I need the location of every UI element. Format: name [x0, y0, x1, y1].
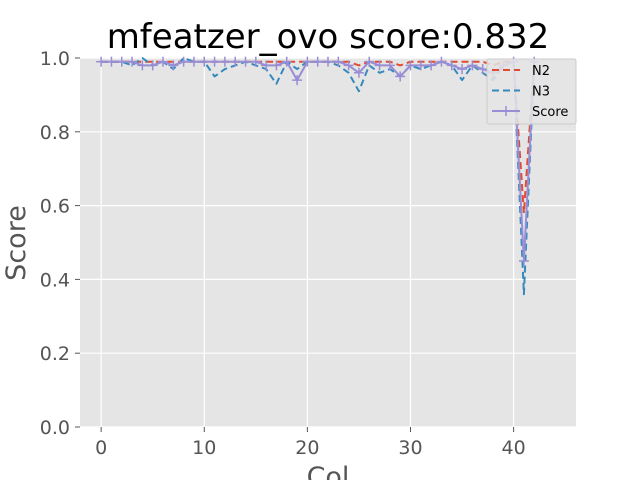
- data-point-score: [209, 56, 220, 67]
- data-point-score: [467, 60, 478, 71]
- data-point-score: [106, 56, 117, 67]
- data-point-score: [219, 56, 230, 67]
- x-tick-label: 10: [192, 437, 216, 459]
- data-point-score: [240, 56, 251, 67]
- data-point-score: [333, 56, 344, 67]
- legend-box: [486, 58, 577, 125]
- data-point-score: [395, 71, 406, 82]
- data-point-score: [281, 56, 292, 67]
- y-tick-label: 0.0: [40, 417, 70, 439]
- legend-label-n3: N3: [532, 85, 550, 100]
- legend-label-score: Score: [532, 105, 568, 120]
- x-tick-label: 20: [295, 437, 319, 459]
- x-tick-label: 40: [502, 437, 526, 459]
- data-point-score: [230, 56, 241, 67]
- data-point-score: [436, 56, 447, 67]
- y-tick-label: 0.8: [40, 122, 70, 144]
- data-point-score: [96, 56, 107, 67]
- data-point-score: [261, 60, 272, 71]
- data-point-score: [199, 56, 210, 67]
- data-point-score: [426, 60, 437, 71]
- x-tick-label: 30: [398, 437, 422, 459]
- data-point-score: [147, 60, 158, 71]
- data-point-score: [188, 56, 199, 67]
- y-tick-label: 0.2: [40, 343, 70, 365]
- data-point-score: [477, 64, 488, 75]
- data-point-score: [384, 60, 395, 71]
- y-ticks: 0.0 0.2 0.4 0.6 0.8 1.0: [40, 48, 80, 439]
- data-point-score: [343, 60, 354, 71]
- data-point-score: [302, 56, 313, 67]
- legend: N2 N3 Score: [486, 58, 577, 125]
- y-axis-label: Score: [1, 205, 32, 281]
- data-point-score: [168, 60, 179, 71]
- data-point-score: [271, 60, 282, 71]
- data-point-score: [364, 56, 375, 67]
- x-ticks: 0 10 20 30 40: [95, 427, 526, 459]
- data-point-score: [405, 60, 416, 71]
- data-point-score: [457, 64, 468, 75]
- data-point-score: [116, 56, 127, 67]
- legend-label-n2: N2: [532, 64, 550, 79]
- data-point-score: [137, 60, 148, 71]
- data-point-score: [158, 56, 169, 67]
- x-axis-label: Col: [307, 462, 350, 480]
- y-tick-label: 1.0: [40, 48, 70, 70]
- series-lines: [96, 56, 540, 296]
- data-point-score: [446, 60, 457, 71]
- data-point-score: [518, 255, 529, 266]
- data-point-score: [374, 60, 385, 71]
- chart-title: mfeatzer_ovo score:0.832: [107, 17, 550, 57]
- data-point-score: [178, 56, 189, 67]
- data-point-score: [312, 56, 323, 67]
- data-point-score: [353, 67, 364, 78]
- y-tick-label: 0.4: [40, 269, 70, 291]
- data-point-score: [323, 56, 333, 67]
- data-point-score: [292, 75, 303, 86]
- data-point-score: [127, 56, 138, 67]
- y-tick-label: 0.6: [40, 196, 70, 218]
- data-point-score: [415, 60, 426, 71]
- data-point-score: [250, 56, 261, 67]
- x-tick-label: 0: [95, 437, 107, 459]
